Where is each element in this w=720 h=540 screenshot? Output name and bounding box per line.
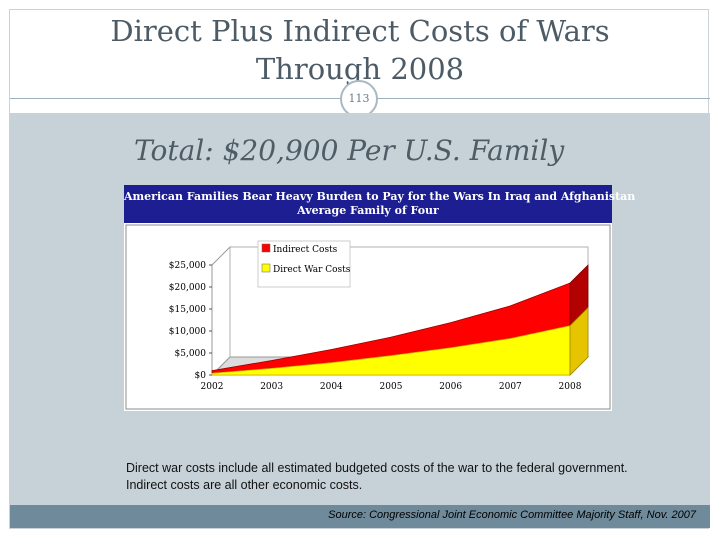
legend-swatch [261,243,271,253]
direct-end-cap [569,306,589,376]
legend-label: Direct War Costs [273,265,351,275]
x-tick-label: 2002 [201,382,224,392]
caption-text: Direct war costs include all estimated b… [126,461,628,492]
y-tick-label: $5,000 [175,349,207,359]
title-line-1: Direct Plus Indirect Costs of Wars [110,14,610,48]
y-tick-label: $25,000 [169,261,206,271]
chart-title-line-1: American Families Bear Heavy Burden to P… [124,190,636,203]
slide-title: Direct Plus Indirect Costs of Wars Throu… [0,12,720,88]
chart-title: American Families Bear Heavy Burden to P… [124,185,636,223]
x-tick-label: 2004 [320,382,343,392]
slide-subtitle: Total: $20,900 Per U.S. Family [134,134,565,167]
legend-swatch [261,263,271,273]
chart-frame: American Families Bear Heavy Burden to P… [124,185,636,411]
y-tick-label: $0 [195,371,207,381]
legend-box [257,240,351,288]
x-tick-label: 2007 [499,382,522,392]
x-tick-label: 2006 [439,382,462,392]
chart-title-line-2: Average Family of Four [297,204,439,217]
y-tick-label: $10,000 [169,327,206,337]
area-direct-war-costs [211,325,571,376]
x-tick-label: 2008 [559,382,582,392]
side-wall [211,245,231,377]
y-tick-label: $15,000 [169,305,206,315]
source-citation: Source: Congressional Joint Economic Com… [328,509,696,521]
x-tick-label: 2005 [380,382,403,392]
cost-chart: $0 $5,000 $10,000 $15,000 $20,000 $25,000 2002… [125,224,611,410]
source-bar [10,505,710,528]
x-tick-label: 2003 [260,382,283,392]
y-tick-label: $20,000 [169,283,206,293]
legend-label: Indirect Costs [273,245,338,255]
